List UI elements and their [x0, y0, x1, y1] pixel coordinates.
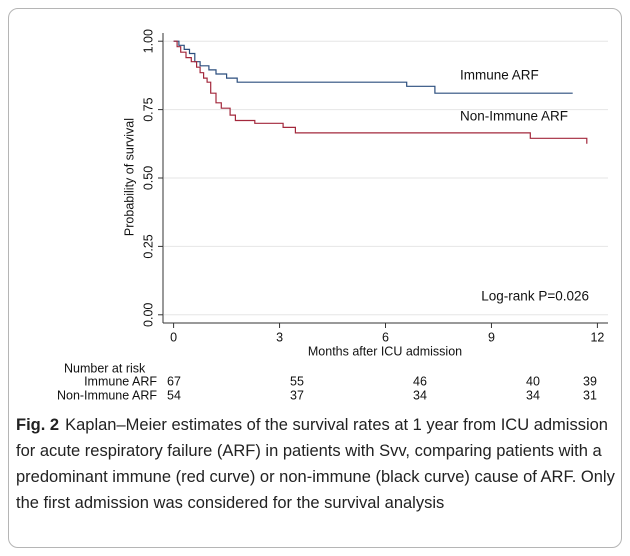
caption-label: Fig. 2: [16, 416, 60, 434]
risk-row-label: Immune ARF: [84, 374, 157, 388]
series-label: Non-Immune ARF: [460, 109, 568, 124]
y-tick-label: 0.00: [141, 303, 155, 327]
risk-count: 54: [167, 388, 181, 402]
x-tick-label: 9: [488, 330, 495, 344]
x-tick-label: 12: [590, 330, 604, 344]
series-label: Immune ARF: [460, 68, 539, 83]
risk-row-label: Non-Immune ARF: [57, 388, 157, 402]
figure-frame: [8, 8, 622, 548]
chart: Probability of survival Months after ICU…: [57, 29, 608, 402]
x-axis-label: Months after ICU admission: [308, 344, 462, 358]
risk-count: 37: [290, 388, 304, 402]
survival-curve: [173, 40, 573, 94]
risk-count: 55: [290, 374, 304, 388]
risk-count: 40: [526, 374, 540, 388]
y-tick-label: 0.50: [141, 166, 155, 190]
y-tick-label: 1.00: [141, 29, 155, 53]
risk-count: 34: [526, 388, 540, 402]
y-axis-label: Probability of survival: [122, 118, 136, 236]
x-tick-label: 0: [170, 330, 177, 344]
risk-count: 39: [583, 374, 597, 388]
x-tick-label: 3: [276, 330, 283, 344]
y-tick-label: 0.75: [141, 97, 155, 121]
risk-count: 46: [413, 374, 427, 388]
risk-table-title: Number at risk: [64, 361, 146, 375]
y-tick-label: 0.25: [141, 234, 155, 258]
survival-curve: [173, 40, 588, 144]
risk-count: 67: [167, 374, 181, 388]
caption: Fig. 2 Kaplan–Meier estimates of the surv…: [16, 412, 616, 516]
x-tick-label: 6: [382, 330, 389, 344]
risk-count: 31: [583, 388, 597, 402]
risk-count: 34: [413, 388, 427, 402]
caption-text: Kaplan–Meier estimates of the survival r…: [16, 416, 615, 512]
annotation: Log-rank P=0.026: [481, 289, 589, 304]
